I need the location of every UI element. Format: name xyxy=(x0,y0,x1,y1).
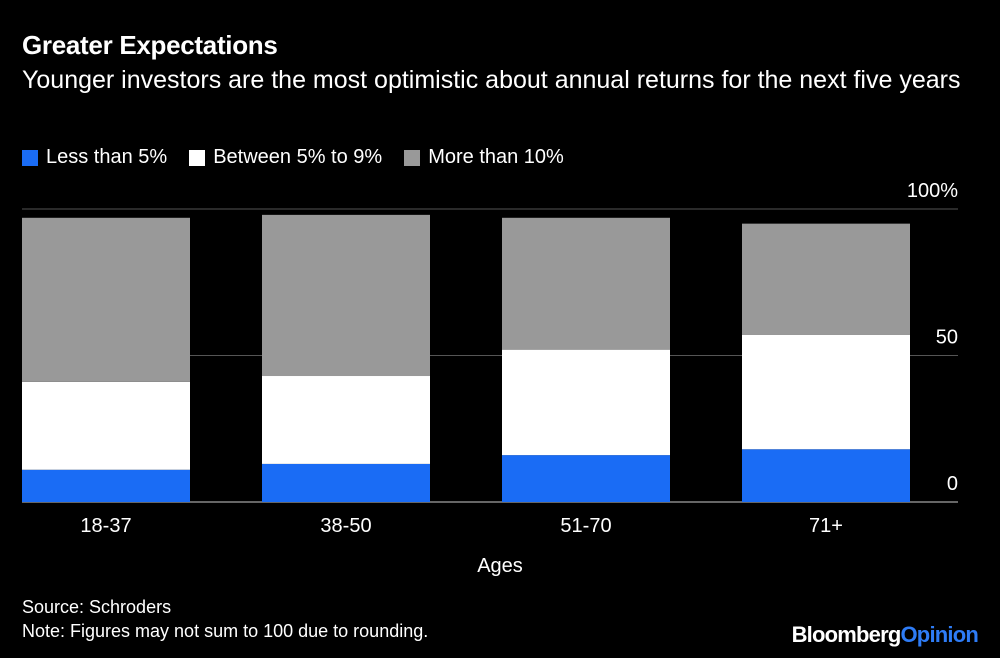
bar-more-than-10--38-50 xyxy=(262,214,430,377)
x-axis-title: Ages xyxy=(477,555,523,577)
legend-item-between-5-9: Between 5% to 9% xyxy=(189,146,382,169)
note-text: Note: Figures may not sum to 100 due to … xyxy=(22,621,429,641)
x-tick-label: 71+ xyxy=(809,515,843,537)
source-text: Source: Schroders xyxy=(22,597,172,617)
y-tick-label: 100% xyxy=(907,180,958,202)
legend-swatch-blue xyxy=(22,149,38,166)
x-tick-label: 18-37 xyxy=(80,515,131,537)
legend-label: More than 10% xyxy=(428,146,564,168)
legend-swatch-white xyxy=(189,149,206,166)
chart-title: Greater Expectations xyxy=(22,30,278,60)
y-tick-label: 50 xyxy=(936,327,958,349)
stacked-bar-chart: 18-37 38-50 51-70 71+ 0 50 100% xyxy=(22,180,958,537)
legend-label: Between 5% to 9% xyxy=(213,146,383,168)
bar-less-than-5--71+ xyxy=(742,449,910,502)
bar-between-5-to-9--71+ xyxy=(742,334,910,450)
brand-main: Bloomberg xyxy=(791,622,902,647)
chart-subtitle: Younger investors are the most optimisti… xyxy=(22,66,961,94)
legend: Less than 5% Between 5% to 9% More than … xyxy=(22,146,586,169)
brand-accent: Opinion xyxy=(900,622,979,647)
legend-label: Less than 5% xyxy=(46,146,168,168)
bar-between-5-to-9--18-37 xyxy=(22,381,190,470)
bloomberg-opinion-logo: BloombergOpinion xyxy=(791,622,979,648)
legend-swatch-gray xyxy=(404,149,421,166)
bar-between-5-to-9--38-50 xyxy=(262,376,430,464)
bar-less-than-5--18-37 xyxy=(22,469,190,502)
x-tick-label: 51-70 xyxy=(560,515,611,537)
footer-notes: Source: Schroders Note: Figures may not … xyxy=(22,595,428,643)
x-tick-label: 38-50 xyxy=(320,515,371,537)
bar-between-5-to-9--51-70 xyxy=(502,349,670,456)
legend-item-less-than-5: Less than 5% xyxy=(22,146,167,169)
bar-more-than-10--18-37 xyxy=(22,217,190,382)
bar-more-than-10--71+ xyxy=(742,223,910,335)
y-tick-label: 0 xyxy=(947,473,958,495)
bar-more-than-10--51-70 xyxy=(502,217,670,350)
bar-less-than-5--38-50 xyxy=(262,463,430,502)
bar-less-than-5--51-70 xyxy=(502,455,670,502)
legend-item-more-than-10: More than 10% xyxy=(404,146,564,169)
